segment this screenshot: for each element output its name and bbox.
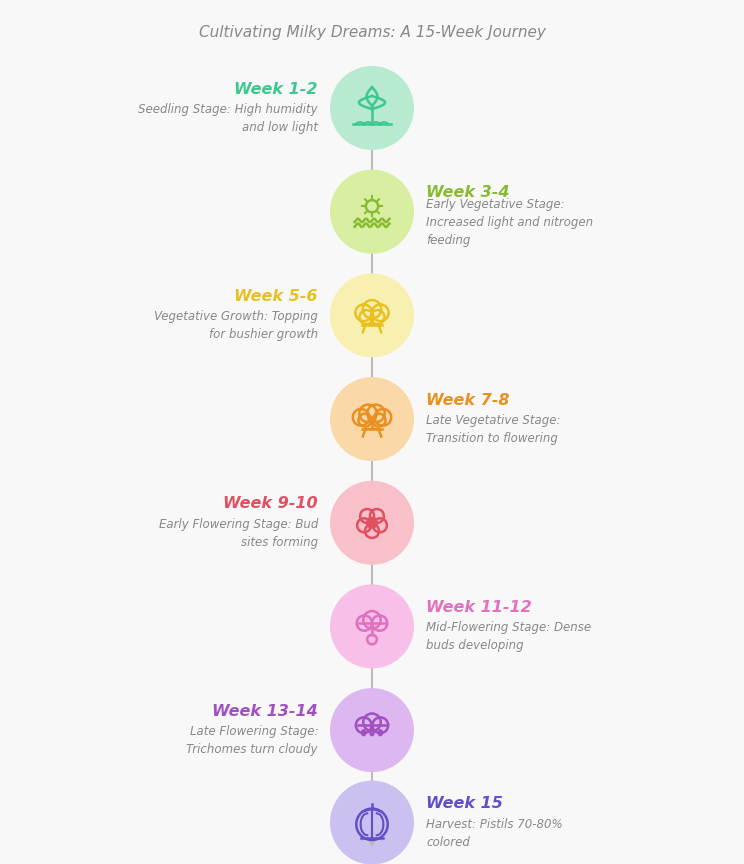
- Text: Week 15: Week 15: [426, 796, 503, 811]
- Text: Early Vegetative Stage:
Increased light and nitrogen
feeding: Early Vegetative Stage: Increased light …: [426, 198, 593, 247]
- Text: Late Flowering Stage:
Trichomes turn cloudy: Late Flowering Stage: Trichomes turn clo…: [187, 725, 318, 756]
- Circle shape: [330, 780, 414, 864]
- Text: Mid-Flowering Stage: Dense
buds developing: Mid-Flowering Stage: Dense buds developi…: [426, 621, 591, 652]
- Text: Seedling Stage: High humidity
and low light: Seedling Stage: High humidity and low li…: [138, 103, 318, 134]
- Text: Early Flowering Stage: Bud
sites forming: Early Flowering Stage: Bud sites forming: [158, 518, 318, 549]
- Circle shape: [330, 273, 414, 358]
- Text: Week 11-12: Week 11-12: [426, 600, 532, 615]
- Circle shape: [330, 66, 414, 150]
- Text: Week 13-14: Week 13-14: [212, 703, 318, 719]
- Text: Cultivating Milky Dreams: A 15-Week Journey: Cultivating Milky Dreams: A 15-Week Jour…: [199, 25, 545, 41]
- Circle shape: [330, 377, 414, 461]
- Text: Harvest: Pistils 70-80%
colored: Harvest: Pistils 70-80% colored: [426, 817, 562, 848]
- Text: Week 1-2: Week 1-2: [234, 81, 318, 97]
- Text: Week 9-10: Week 9-10: [223, 496, 318, 511]
- Text: Late Vegetative Stage:
Transition to flowering: Late Vegetative Stage: Transition to flo…: [426, 414, 560, 445]
- Text: Vegetative Growth: Topping
for bushier growth: Vegetative Growth: Topping for bushier g…: [154, 310, 318, 341]
- Circle shape: [330, 584, 414, 669]
- Circle shape: [330, 169, 414, 254]
- Circle shape: [330, 688, 414, 772]
- Text: Week 7-8: Week 7-8: [426, 392, 510, 408]
- Text: Week 5-6: Week 5-6: [234, 289, 318, 304]
- Text: Week 3-4: Week 3-4: [426, 185, 510, 200]
- Circle shape: [330, 480, 414, 565]
